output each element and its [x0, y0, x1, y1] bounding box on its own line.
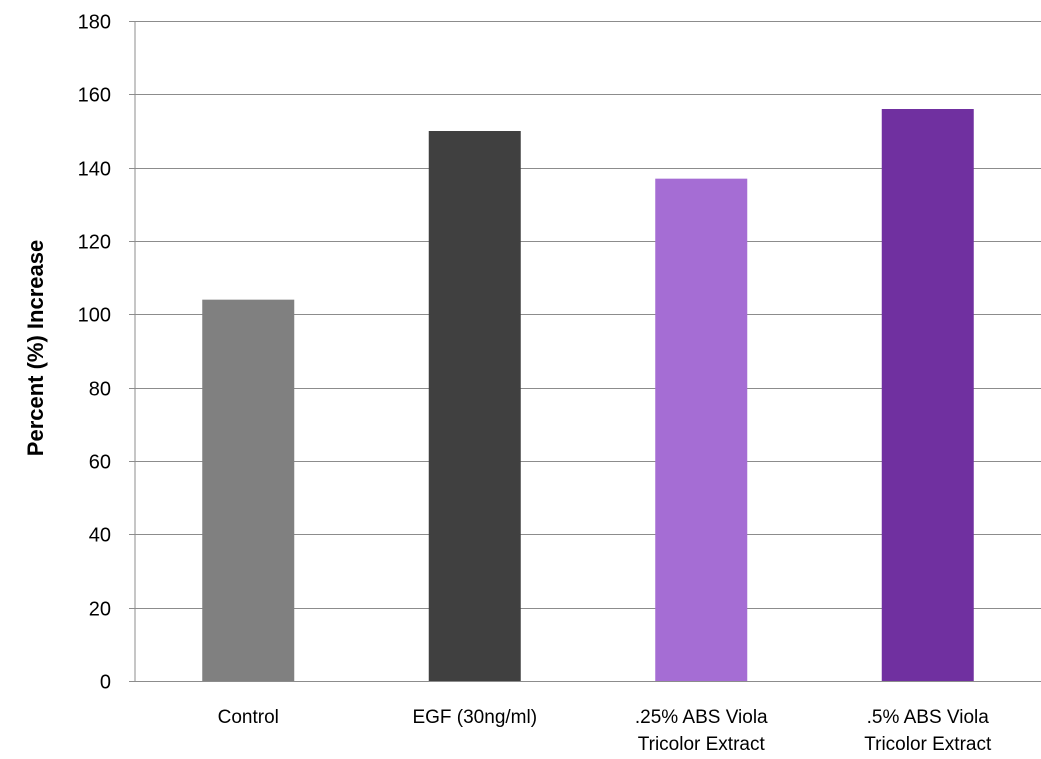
- x-category-label: .5% ABS Viola Tricolor Extract: [864, 707, 992, 755]
- y-tick-label: 180: [78, 12, 111, 34]
- y-tick-label: 120: [78, 232, 111, 254]
- y-tick-label: 20: [89, 599, 111, 621]
- x-category-label-line: Control: [218, 707, 279, 728]
- x-category-label-line: .5% ABS Viola: [867, 707, 990, 728]
- y-tick-label: 0: [100, 672, 111, 694]
- x-category-label-line: EGF (30ng/ml): [412, 707, 537, 728]
- x-category-label: EGF (30ng/ml): [412, 707, 537, 728]
- bars: [202, 109, 974, 681]
- y-tick-label: 140: [78, 159, 111, 181]
- y-tick-label: 60: [89, 452, 111, 474]
- x-category-label-line: Tricolor Extract: [638, 734, 766, 755]
- x-category-label: .25% ABS Viola Tricolor Extract: [635, 707, 768, 755]
- x-category-label-line: Tricolor Extract: [864, 734, 992, 755]
- bar: [881, 109, 974, 681]
- y-axis-title: Percent (%) Increase: [23, 240, 48, 456]
- y-tick-label: 80: [89, 379, 111, 401]
- x-axis-categories: Control EGF (30ng/ml) .25% ABS Viola Tricol…: [218, 707, 992, 755]
- bar: [655, 178, 748, 681]
- bar: [202, 299, 295, 681]
- y-tick-label: 40: [89, 525, 111, 547]
- bar: [428, 131, 521, 681]
- y-axis-ticks: 0 20 40 60 80 100 120 140 160 180: [78, 12, 111, 694]
- x-category-label: Control: [218, 707, 279, 728]
- y-tick-label: 160: [78, 85, 111, 107]
- x-category-label-line: .25% ABS Viola: [635, 707, 768, 728]
- y-tick-label: 100: [78, 305, 111, 327]
